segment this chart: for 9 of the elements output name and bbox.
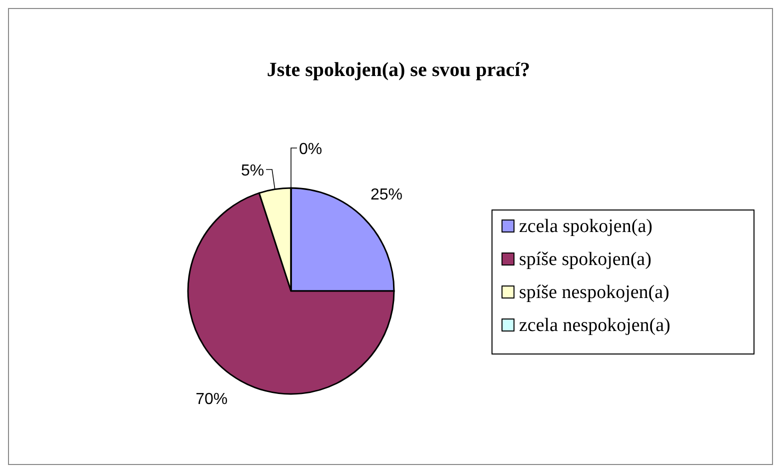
legend-label: zcela nespokojen(a) — [519, 315, 670, 336]
data-label: 70% — [196, 391, 228, 408]
legend-label: spíše spokojen(a) — [519, 249, 652, 270]
text: 0% — [299, 141, 322, 158]
chart-title: Jste spokojen(a) se svou prací? — [266, 59, 530, 81]
legend-label: spíše nespokojen(a) — [519, 282, 670, 303]
legend-label: zcela spokojen(a) — [519, 216, 652, 237]
data-label: 25% — [370, 186, 402, 204]
data-label: 5% — [240, 162, 264, 180]
